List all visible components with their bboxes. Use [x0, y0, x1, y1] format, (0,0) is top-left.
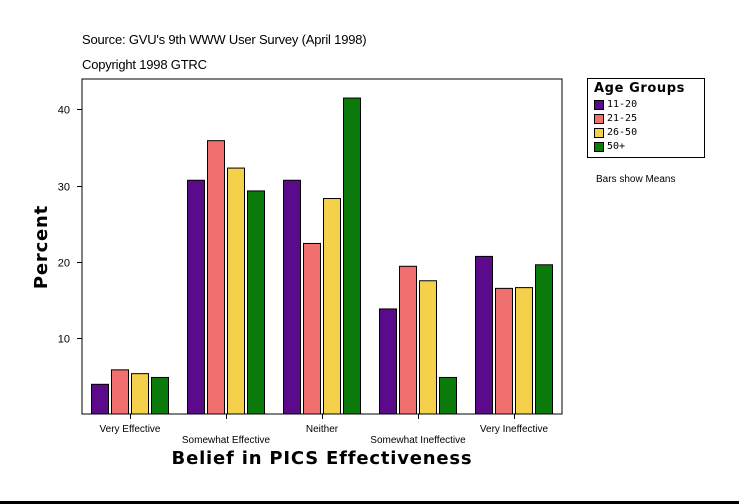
legend-swatch	[594, 113, 604, 124]
bottom-border	[0, 501, 739, 504]
legend-item: 26-50	[594, 127, 637, 139]
bar	[419, 280, 437, 415]
x-axis-title: Belief in PICS Effectiveness	[172, 448, 473, 469]
legend-item: 11-20	[594, 99, 637, 111]
legend-swatch	[594, 141, 604, 152]
bar	[303, 242, 321, 415]
legend: Age Groups 11-20 21-25 26-50 50+	[587, 78, 705, 158]
bar	[343, 97, 361, 415]
bar	[399, 265, 417, 415]
bar	[535, 264, 553, 415]
legend-label: 26-50	[607, 127, 638, 138]
bar	[475, 255, 493, 415]
y-tick-label: 20	[58, 258, 70, 270]
legend-swatch	[594, 99, 604, 110]
bar	[495, 287, 513, 415]
x-tick-label: Somewhat Ineffective	[370, 435, 466, 446]
bar	[227, 167, 245, 415]
y-tick-label: 10	[58, 334, 70, 346]
legend-title: Age Groups	[594, 81, 686, 96]
legend-label: 21-25	[607, 113, 638, 124]
legend-label: 50+	[607, 141, 626, 152]
x-tick-label: Very Effective	[100, 424, 161, 435]
legend-label: 11-20	[607, 99, 638, 110]
bar	[379, 308, 397, 415]
bar	[247, 190, 265, 415]
x-tick-label: Somewhat Effective	[182, 435, 271, 446]
x-tick-label: Very Ineffective	[480, 424, 549, 435]
y-axis-title: Percent	[31, 205, 52, 289]
bar	[515, 287, 533, 415]
bar	[207, 140, 225, 415]
bar	[91, 383, 109, 415]
bar	[187, 179, 205, 415]
y-tick-label: 30	[58, 182, 70, 194]
copyright-text: Copyright 1998 GTRC	[82, 57, 207, 72]
x-tick-label: Neither	[306, 424, 339, 435]
y-tick-label: 40	[58, 105, 70, 117]
bar	[323, 198, 341, 415]
bar	[131, 373, 149, 415]
source-text: Source: GVU's 9th WWW User Survey (April…	[82, 32, 367, 47]
legend-item: 50+	[594, 141, 625, 153]
legend-item: 21-25	[594, 113, 637, 125]
bar	[151, 376, 169, 415]
bar	[439, 376, 457, 415]
bar	[283, 179, 301, 415]
means-note: Bars show Means	[596, 174, 676, 185]
bar	[111, 369, 129, 415]
legend-swatch	[594, 127, 604, 138]
